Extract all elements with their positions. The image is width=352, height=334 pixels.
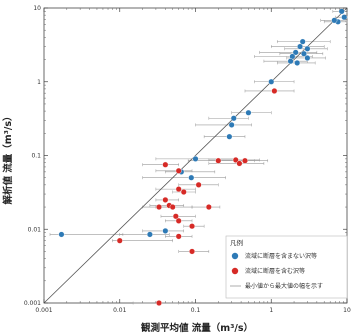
x-tick-label: 0.1 (191, 307, 201, 314)
y-tick-label: 10 (33, 5, 41, 12)
point-fault (172, 213, 179, 220)
point-no-fault (341, 14, 348, 21)
point-fault (189, 223, 196, 230)
legend-label-fault: 流域に断層を含む沢等 (245, 267, 305, 275)
point-fault (169, 204, 176, 211)
y-tick-label: 0.001 (24, 300, 41, 307)
legend-marker-no-fault (231, 252, 239, 260)
legend: 凡例 流域に断層を含まない沢等 流域に断層を含む沢等 最小値から最大値の幅を示す (225, 235, 348, 299)
point-fault (180, 188, 187, 195)
x-tick-label: 0.01 (113, 307, 127, 314)
point-no-fault (226, 133, 233, 140)
point-no-fault (300, 50, 307, 57)
point-fault (175, 167, 182, 174)
x-tick-label: 1 (269, 307, 273, 314)
point-fault (116, 237, 123, 244)
point-no-fault (304, 54, 311, 61)
point-no-fault (294, 59, 301, 66)
legend-title: 凡例 (230, 238, 243, 247)
point-fault (195, 181, 202, 188)
point-no-fault (268, 78, 275, 85)
point-no-fault (188, 174, 195, 181)
point-no-fault (331, 17, 338, 24)
point-fault (156, 300, 163, 307)
point-fault (175, 186, 182, 193)
point-no-fault (58, 231, 65, 238)
point-no-fault (192, 155, 199, 162)
point-no-fault (304, 45, 311, 52)
legend-label-range: 最小値から最大値の幅を示す (245, 282, 323, 290)
x-tick-label: 10 (343, 307, 351, 314)
one-to-one-line (43, 7, 348, 304)
series-points (58, 8, 348, 307)
point-no-fault (299, 38, 306, 45)
y-tick-label: 1 (37, 79, 41, 86)
legend-label-no-fault: 流域に断層を含まない沢等 (245, 252, 317, 260)
point-fault (162, 161, 169, 168)
point-fault (189, 248, 196, 255)
point-fault (241, 157, 248, 164)
x-tick-label: 0.001 (35, 307, 52, 314)
y-tick-label: 0.01 (28, 226, 42, 233)
point-fault (271, 87, 278, 94)
x-axis-title: 観測平均値 流量（m³/s） (141, 322, 253, 334)
point-fault (232, 156, 239, 163)
point-no-fault (297, 43, 304, 50)
y-tick-label: 0.1 (31, 153, 41, 160)
x-axis: 0.001 0.01 0.1 1 10 (35, 8, 351, 314)
point-fault (175, 233, 182, 240)
point-fault (205, 204, 212, 211)
point-fault (236, 160, 243, 167)
point-no-fault (245, 109, 252, 116)
point-no-fault (162, 227, 169, 234)
point-no-fault (292, 49, 299, 56)
point-no-fault (228, 121, 235, 128)
legend-marker-fault (231, 267, 239, 275)
legend-box (225, 235, 348, 299)
point-no-fault (146, 231, 153, 238)
point-fault (215, 157, 222, 164)
point-fault (162, 196, 169, 203)
point-fault (175, 217, 182, 224)
point-no-fault (287, 58, 294, 65)
y-axis-title: 解析値 流量（m³/s） (2, 112, 14, 205)
point-fault (156, 204, 163, 211)
point-no-fault (338, 8, 345, 15)
point-no-fault (230, 115, 237, 122)
